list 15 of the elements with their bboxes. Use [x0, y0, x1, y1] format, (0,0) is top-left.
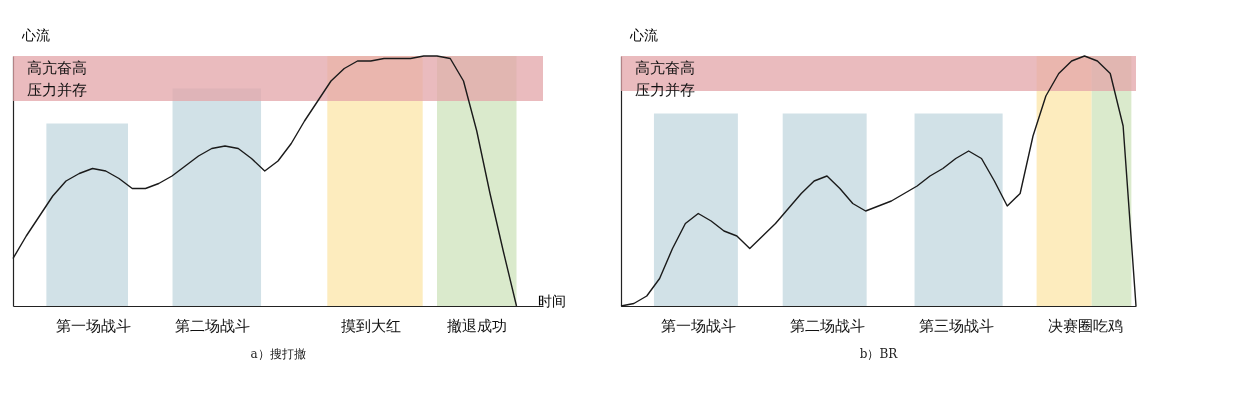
x-tick-label: 第二场战斗: [790, 316, 865, 335]
x-axis-title: 时间: [537, 292, 566, 309]
band-label: 高亢奋高压力并存: [27, 59, 87, 99]
text: b）BR: [859, 347, 899, 361]
x-tick-label: 撤退成功: [447, 316, 508, 335]
y-axis-title: 心流: [628, 26, 658, 43]
x-tick-label: 第三场战斗: [918, 316, 994, 335]
x-tick-label: 决赛圈吃鸡: [1047, 316, 1123, 335]
text: a）搜打撤: [250, 347, 306, 361]
x-tick-label: 第一场战斗: [55, 316, 131, 335]
band-label: 高亢奋高压力并存: [635, 59, 695, 99]
x-tick-label: 摸到大红: [341, 316, 402, 335]
x-tick-label: 第一场战斗: [661, 316, 737, 335]
y-axis-title: 心流: [20, 26, 50, 43]
x-tick-label: 第二场战斗: [174, 316, 250, 335]
